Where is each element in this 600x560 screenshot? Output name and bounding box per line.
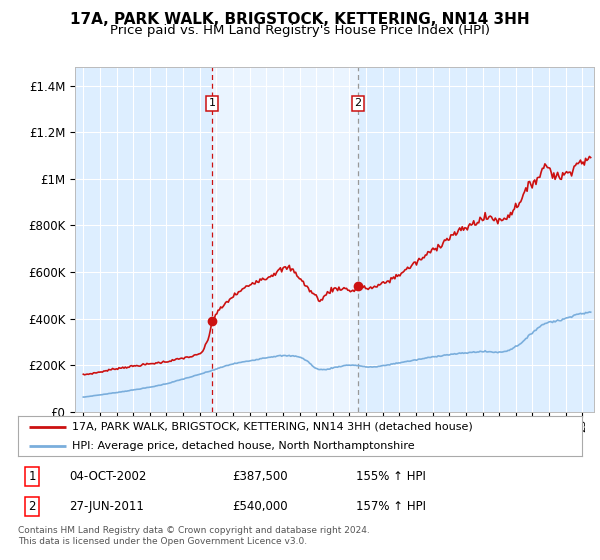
Text: 17A, PARK WALK, BRIGSTOCK, KETTERING, NN14 3HH (detached house): 17A, PARK WALK, BRIGSTOCK, KETTERING, NN… [71,422,472,432]
Text: 17A, PARK WALK, BRIGSTOCK, KETTERING, NN14 3HH: 17A, PARK WALK, BRIGSTOCK, KETTERING, NN… [70,12,530,27]
Text: 2: 2 [28,500,36,513]
Text: £387,500: £387,500 [232,470,288,483]
Text: 1: 1 [28,470,36,483]
Text: £540,000: £540,000 [232,500,288,513]
Text: HPI: Average price, detached house, North Northamptonshire: HPI: Average price, detached house, Nort… [71,441,414,450]
Text: 157% ↑ HPI: 157% ↑ HPI [356,500,427,513]
Bar [212,67,358,412]
Text: 155% ↑ HPI: 155% ↑ HPI [356,470,426,483]
Text: 27-JUN-2011: 27-JUN-2011 [69,500,143,513]
Text: 1: 1 [209,99,216,109]
Text: Price paid vs. HM Land Registry's House Price Index (HPI): Price paid vs. HM Land Registry's House … [110,24,490,36]
Text: 2: 2 [354,99,361,109]
Text: Contains HM Land Registry data © Crown copyright and database right 2024.
This d: Contains HM Land Registry data © Crown c… [18,526,370,546]
Text: 04-OCT-2002: 04-OCT-2002 [69,470,146,483]
